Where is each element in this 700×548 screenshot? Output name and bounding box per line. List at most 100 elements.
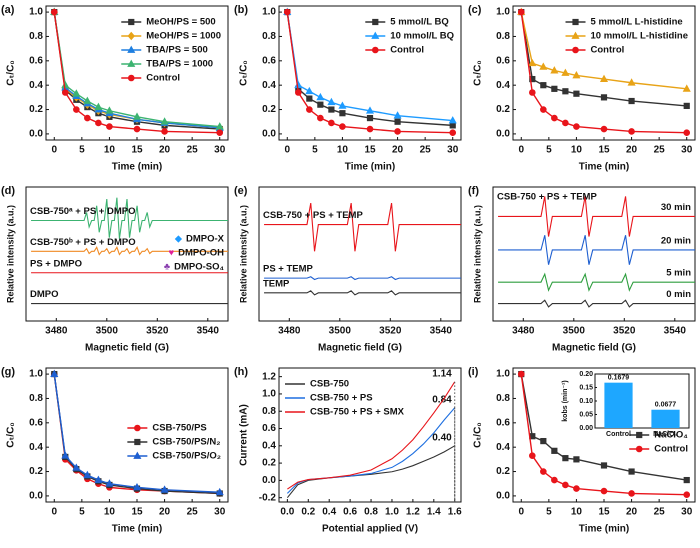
- legend-marker: [635, 445, 643, 453]
- legend-label: CSB-750/PS/O₂: [152, 451, 221, 462]
- series-line: [31, 197, 228, 239]
- marker: [94, 102, 103, 111]
- legend-label: MeOH/PS = 500: [146, 17, 215, 28]
- marker: [600, 487, 608, 495]
- x-tick-label: 20: [626, 145, 638, 156]
- inset-category-label: Control: [606, 431, 631, 438]
- annotation-symbol: ♣: [164, 262, 170, 273]
- x-tick-label: 5: [312, 145, 318, 156]
- legend-label: TBA/PS = 1000: [146, 59, 213, 70]
- legend-marker: [134, 424, 141, 432]
- series-line: [53, 374, 220, 495]
- legend-label: CSB-750: [310, 379, 349, 390]
- x-tick-label: 10: [571, 507, 583, 518]
- y-tick-label: 0.0: [496, 129, 510, 140]
- marker: [283, 8, 291, 16]
- marker: [73, 106, 80, 113]
- x-tick-label: 25: [654, 507, 666, 518]
- x-axis-label: Magnetic field (G): [85, 343, 169, 354]
- marker: [628, 97, 635, 105]
- plot-frame: [492, 186, 696, 322]
- trace-label: PS + DMPO: [30, 258, 82, 269]
- x-tick-label: 3520: [146, 326, 169, 337]
- marker: [295, 89, 302, 96]
- panel-label: (a): [1, 4, 15, 16]
- x-tick-label: 20: [392, 145, 404, 156]
- marker: [628, 490, 635, 497]
- y-tick-label: 0.6: [496, 417, 510, 428]
- x-tick-label: 30: [447, 145, 459, 156]
- y-tick-label: 0.6: [496, 55, 510, 66]
- marker: [551, 447, 558, 454]
- marker: [316, 92, 325, 101]
- annotation: DMPO-SO₄: [174, 262, 224, 273]
- x-tick-label: 1.2: [406, 507, 420, 518]
- x-tick-label: 3500: [563, 326, 586, 337]
- x-tick-label: 0.0: [280, 507, 294, 518]
- series-line: [264, 276, 461, 281]
- marker: [600, 462, 608, 469]
- trace-label: 30 min: [661, 202, 691, 213]
- y-tick-label: 0.6: [262, 423, 276, 434]
- value-label: 0.84: [432, 394, 452, 405]
- y-tick-label: 0.2: [496, 466, 510, 477]
- marker: [61, 451, 70, 459]
- trace-label: CSB-750ᵃ + PS + DMPO: [30, 206, 135, 217]
- y-axis-label: Cₜ/C₀: [473, 422, 484, 448]
- x-tick-label: 3540: [197, 326, 220, 337]
- marker: [317, 114, 324, 122]
- x-tick-label: 0.2: [301, 507, 315, 518]
- y-tick-label: 1.0: [29, 369, 43, 380]
- inset-y-tick-label: 0.10: [579, 398, 593, 405]
- legend-marker: [127, 59, 136, 67]
- x-tick-label: 25: [654, 145, 666, 156]
- marker: [294, 80, 303, 89]
- series-line: [53, 373, 220, 495]
- y-tick-label: 0.0: [29, 129, 43, 140]
- marker: [317, 101, 324, 108]
- marker: [682, 84, 691, 92]
- trace-label: 0 min: [666, 289, 691, 300]
- marker: [366, 125, 374, 133]
- x-tick-label: 20: [626, 507, 638, 518]
- y-tick-label: 0.8: [496, 393, 510, 404]
- marker: [394, 128, 401, 135]
- x-tick-label: 15: [598, 145, 610, 156]
- marker: [572, 71, 581, 79]
- y-tick-label: 0.0: [496, 491, 510, 502]
- y-axis-label: Cₜ/C₀: [6, 60, 17, 86]
- value-label: 0.40: [432, 432, 452, 443]
- marker: [600, 125, 608, 133]
- marker: [83, 470, 92, 479]
- y-tick-label: 0.4: [262, 80, 276, 91]
- marker: [551, 114, 558, 122]
- marker: [539, 62, 548, 70]
- x-tick-label: 5: [79, 507, 85, 518]
- y-axis-label: Relative intensity (a.u.): [5, 205, 15, 303]
- legend-label: Control: [654, 444, 688, 455]
- plot-frame: [25, 186, 229, 322]
- y-axis-label: Cₜ/C₀: [473, 60, 484, 86]
- panel-label: (h): [234, 366, 248, 378]
- marker: [306, 95, 313, 102]
- series-line: [287, 381, 456, 490]
- marker: [562, 481, 569, 489]
- marker: [628, 128, 635, 135]
- marker: [517, 370, 525, 378]
- legend-label: NaClO₄: [654, 430, 688, 441]
- annotation: DMPO-X: [186, 234, 225, 245]
- y-tick-label: 0.6: [29, 55, 43, 66]
- plot-frame: [258, 186, 462, 322]
- series-line: [498, 196, 695, 237]
- marker: [627, 78, 636, 86]
- trace-label: 5 min: [666, 268, 691, 279]
- marker: [393, 111, 402, 119]
- y-tick-label: 0.8: [262, 31, 276, 42]
- marker: [628, 468, 635, 475]
- marker: [83, 96, 92, 104]
- panel-label: (i): [468, 366, 479, 378]
- marker: [551, 85, 558, 92]
- marker: [517, 8, 525, 16]
- trace-label: CSB-750ᵇ + PS + DMPO: [30, 237, 136, 248]
